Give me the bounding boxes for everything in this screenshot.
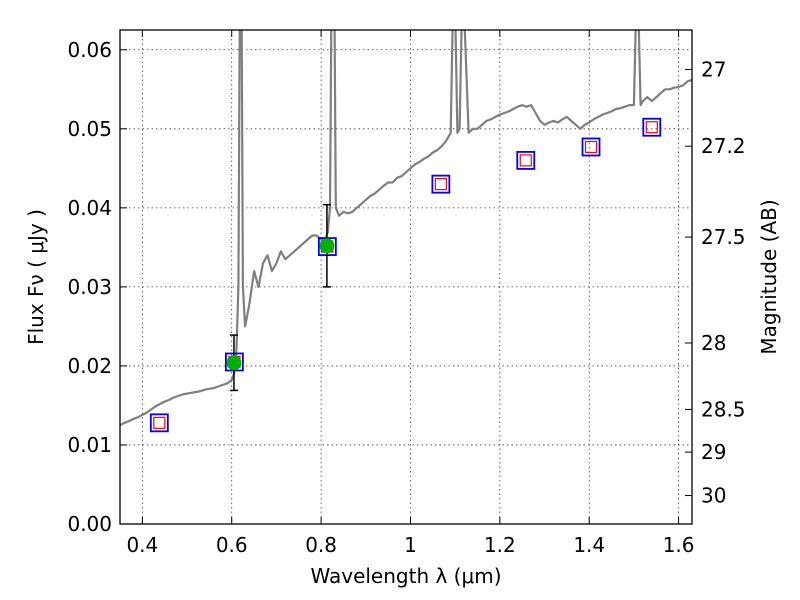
model-point-inner [434,178,447,191]
right-tick-label: 29 [701,440,726,464]
tick-layer: 0.4 0.6 0.8 1 1.2 1.4 1.6 0.00 0.01 0.02 0.03 0.04 0… [67,30,746,557]
model-point-inner [645,121,658,134]
x-tick-label: 1 [404,533,417,557]
y-tick-label: 0.01 [67,433,112,457]
right-tick-label: 28.5 [701,397,746,421]
model-point-box [581,137,601,157]
model-point-inner [153,416,166,429]
model-point-box [516,151,536,170]
y-tick-label: 0.04 [67,196,112,220]
plot-area [120,30,692,433]
model-point-inner [584,140,598,154]
model-point-inner [519,154,532,167]
right-tick-label: 27.2 [701,134,746,158]
x-axis-label: Wavelength λ (μm) [310,564,501,588]
y-tick-label: 0.02 [67,354,112,378]
x-tick-label: 1.6 [663,533,695,557]
grid-layer [120,30,692,525]
model-point-box [149,413,169,433]
x-tick-label: 1.4 [573,533,605,557]
x-tick-label: 0.6 [216,533,248,557]
y-axis-label: Flux Fν ( μJy ) [24,209,48,345]
right-axis-label: Magnitude (AB) [757,199,781,354]
x-tick-label: 0.8 [305,533,337,557]
model-point-box [642,117,662,137]
right-tick-label: 28 [701,331,726,355]
right-tick-label: 27.5 [701,225,746,249]
plot-frame [119,29,693,525]
right-tick-label: 30 [701,484,726,508]
x-tick-label: 0.4 [126,533,158,557]
observed-point [319,238,335,254]
y-tick-label: 0.00 [67,512,112,536]
x-tick-label: 1.2 [484,533,516,557]
y-tick-label: 0.06 [67,38,112,62]
y-tick-label: 0.03 [67,275,112,299]
right-tick-label: 27 [701,58,726,82]
model-point-box [431,174,451,194]
observed-point [226,355,242,371]
spectrum-line [120,30,692,427]
y-tick-label: 0.05 [67,117,112,141]
